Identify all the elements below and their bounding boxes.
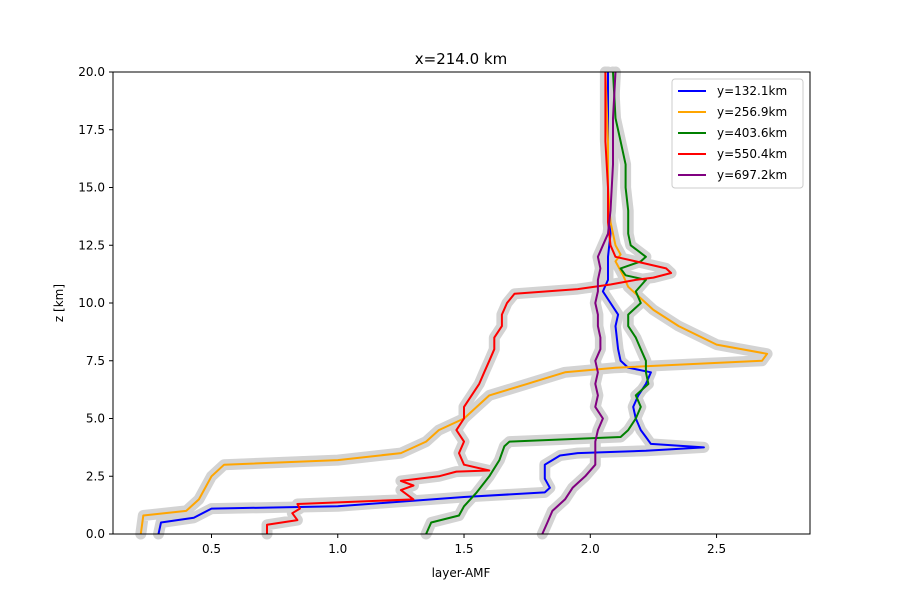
series-line-3 bbox=[425, 71, 650, 535]
x-tick-label: 0.5 bbox=[202, 542, 221, 556]
x-tick-label: 1.5 bbox=[454, 542, 473, 556]
y-tick-label: 15.0 bbox=[78, 181, 105, 195]
chart-title: x=214.0 km bbox=[415, 50, 507, 68]
y-tick-label: 2.5 bbox=[86, 469, 105, 483]
y-tick-label: 0.0 bbox=[86, 527, 105, 541]
y-tick-label: 12.5 bbox=[78, 238, 105, 252]
y-tick-label: 20.0 bbox=[78, 65, 105, 79]
y-tick-label: 5.0 bbox=[86, 412, 105, 426]
legend-box bbox=[671, 78, 804, 189]
y-axis: 0.0 2.5 5.0 7.5 10.0 12.5 15.0 17.5 20.0 bbox=[78, 65, 113, 541]
x-tick-label: 2.0 bbox=[581, 542, 600, 556]
series-line-2 bbox=[139, 71, 769, 535]
y-tick-label: 7.5 bbox=[86, 354, 105, 368]
legend: y=132.1km y=256.9km y=403.6km y=550.4km y=69… bbox=[671, 78, 804, 189]
x-axis-label: layer-AMF bbox=[432, 566, 491, 580]
series-line-5 bbox=[541, 71, 617, 535]
legend-label: y=550.4km bbox=[717, 147, 787, 161]
x-tick-label: 2.5 bbox=[707, 542, 726, 556]
legend-label: y=256.9km bbox=[717, 105, 787, 119]
y-axis-label: z [km] bbox=[52, 284, 66, 322]
legend-label: y=403.6km bbox=[717, 126, 787, 140]
legend-label: y=697.2km bbox=[717, 168, 787, 182]
y-tick-label: 10.0 bbox=[78, 296, 105, 310]
y-tick-label: 17.5 bbox=[78, 123, 105, 137]
series-lines bbox=[139, 71, 769, 535]
series-line-4 bbox=[266, 72, 673, 534]
x-tick-label: 1.0 bbox=[328, 542, 347, 556]
x-axis: 0.5 1.0 1.5 2.0 2.5 bbox=[202, 534, 726, 556]
legend-label: y=132.1km bbox=[717, 84, 787, 98]
